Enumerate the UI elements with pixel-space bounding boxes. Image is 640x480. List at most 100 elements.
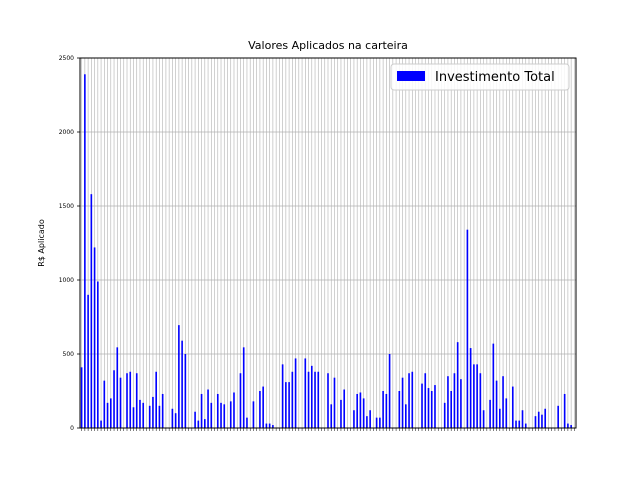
bar (126, 373, 128, 428)
bar (246, 417, 248, 428)
y-axis-label: R$ Aplicado (37, 219, 46, 267)
bar (262, 386, 264, 428)
bar (307, 371, 310, 428)
bar (563, 393, 566, 428)
bar (204, 419, 206, 428)
y-tick-label: 0 (70, 425, 74, 432)
bar-series (80, 74, 572, 428)
bar (382, 391, 384, 428)
bar (220, 402, 222, 428)
bar (239, 373, 242, 428)
bar (534, 416, 537, 428)
bar (502, 376, 504, 428)
bar (80, 367, 83, 428)
bar (434, 385, 436, 428)
bar (314, 371, 316, 428)
bar (460, 379, 462, 428)
bar (424, 373, 427, 428)
bar (404, 404, 407, 428)
bar (570, 425, 572, 428)
bar (119, 377, 122, 428)
bar (557, 405, 559, 428)
bar (100, 420, 102, 428)
bar (304, 358, 307, 428)
bar (223, 404, 226, 428)
bar (489, 399, 491, 428)
bar (450, 391, 452, 428)
bar (379, 417, 381, 428)
bar (229, 401, 232, 428)
bar (343, 389, 346, 428)
bar (184, 354, 187, 428)
x-axis (81, 428, 575, 431)
bar (567, 423, 569, 428)
bar (515, 420, 517, 428)
bar (518, 420, 521, 428)
bar (158, 405, 161, 428)
y-tick-label: 2000 (59, 129, 74, 136)
bar (375, 417, 378, 428)
bar (385, 393, 388, 428)
bar (408, 373, 410, 428)
legend-label: Investimento Total (435, 70, 555, 85)
bar (388, 354, 391, 428)
bar (317, 371, 320, 428)
bar (178, 325, 180, 428)
bar (155, 371, 157, 428)
bar (242, 347, 245, 428)
bar (252, 401, 255, 428)
bar (84, 74, 86, 428)
bar (87, 294, 89, 428)
chart-title: Valores Aplicados na carteira (248, 39, 408, 52)
bar (132, 407, 135, 428)
bar (427, 388, 430, 428)
bar (197, 420, 200, 428)
bar (430, 391, 433, 428)
bar (200, 393, 203, 428)
bar (174, 413, 177, 428)
bar (521, 410, 524, 428)
bar (194, 411, 196, 428)
bar (207, 389, 209, 428)
bar (135, 373, 138, 428)
bar (90, 194, 93, 428)
bar (330, 404, 333, 428)
bar (327, 373, 329, 428)
bar (369, 410, 371, 428)
bar (524, 423, 527, 428)
bar (93, 247, 96, 428)
bar (453, 373, 456, 428)
bar (142, 402, 145, 428)
bar (106, 402, 109, 428)
y-tick-label: 1500 (59, 203, 74, 210)
bar (340, 399, 342, 428)
bar (294, 358, 297, 428)
bar (476, 364, 478, 428)
bar (113, 370, 115, 428)
bar (285, 382, 287, 428)
bar (210, 402, 213, 428)
bar (469, 348, 472, 428)
bar (216, 393, 219, 428)
bar (116, 347, 119, 428)
bar (401, 377, 404, 428)
bar (333, 377, 336, 428)
bar (281, 364, 284, 428)
bar (537, 411, 540, 428)
bar (139, 399, 141, 428)
legend-box (390, 63, 570, 91)
bar (492, 343, 495, 428)
bar (511, 386, 514, 428)
bar (359, 392, 362, 428)
bar (421, 383, 423, 428)
bar (272, 425, 274, 428)
bar (495, 380, 498, 428)
y-tick-label: 500 (63, 351, 75, 358)
legend: Investimento Total (390, 63, 570, 91)
bar (479, 373, 482, 428)
bar (541, 414, 543, 428)
bar (482, 410, 485, 428)
bar (473, 364, 475, 428)
y-tick-label: 1000 (59, 277, 74, 284)
